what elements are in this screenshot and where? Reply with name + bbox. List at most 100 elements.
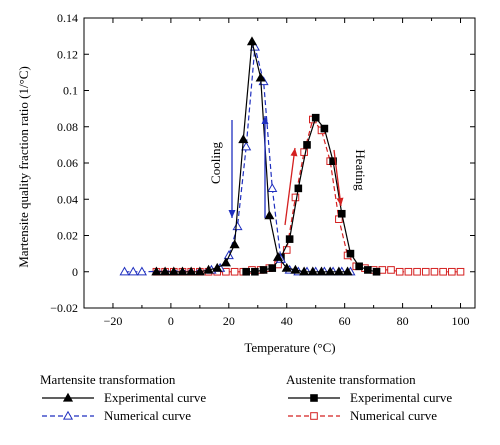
heating-arrow-down-shaft	[333, 149, 342, 207]
data-point-austenite-numerical	[456, 267, 465, 276]
cooling-arrow-down	[228, 120, 236, 218]
series-martensite-experimental	[151, 36, 353, 276]
y-axis-title: Martensite quality fraction ratio (1/°C)	[16, 66, 31, 268]
series-austenite-experimental	[242, 113, 381, 276]
heating-arrow-down	[333, 149, 344, 207]
legend: Martensite transformation Experimental c…	[40, 372, 452, 423]
legend-marker-martensite-numerical	[62, 410, 74, 420]
data-point-austenite-experimental	[346, 249, 355, 258]
data-point-martensite-experimental	[264, 210, 275, 220]
data-point-austenite-experimental	[364, 266, 372, 274]
data-point-austenite-numerical	[387, 266, 395, 274]
y-tick-label: 0.02	[57, 229, 78, 243]
data-point-austenite-numerical	[413, 267, 421, 276]
data-point-martensite-experimental	[272, 252, 284, 261]
data-point-austenite-experimental	[329, 157, 337, 165]
data-point-martensite-experimental	[151, 266, 162, 276]
x-axis-title: Temperature (°C)	[244, 340, 335, 355]
data-point-martensite-experimental	[168, 266, 179, 276]
x-tick-label: 20	[223, 314, 235, 328]
data-point-martensite-experimental	[186, 266, 197, 276]
data-point-austenite-experimental	[303, 141, 311, 149]
data-point-austenite-experimental	[372, 267, 381, 276]
data-point-martensite-experimental	[333, 266, 344, 276]
data-point-austenite-experimental	[242, 267, 250, 276]
plot-area: −20 0 20 40 60 80 100 −0.02 0 0.02 0.04 0.06 0.08 0.1…	[50, 11, 476, 328]
data-point-martensite-experimental	[203, 264, 214, 274]
y-tick-label: −0.02	[50, 301, 78, 315]
data-point-martensite-numerical	[241, 141, 252, 151]
data-point-martensite-experimental	[177, 266, 188, 276]
heating-arrow-down-head	[336, 197, 344, 206]
legend-group-title-austenite: Austenite transformation	[286, 372, 416, 387]
data-point-martensite-experimental	[255, 72, 266, 82]
series-line-martensite-numerical	[124, 46, 351, 273]
data-point-austenite-numerical	[395, 267, 404, 276]
y-tick-label: 0.14	[57, 11, 78, 25]
heating-arrow-up-head	[290, 148, 298, 157]
data-point-austenite-experimental	[355, 262, 363, 271]
data-point-martensite-numerical	[223, 250, 234, 260]
data-point-austenite-experimental	[285, 235, 294, 243]
x-tick-label: 80	[397, 314, 409, 328]
data-point-austenite-numerical	[291, 193, 300, 202]
data-point-martensite-numerical	[232, 221, 243, 231]
legend-label-austenite-experimental: Experimental curve	[350, 390, 452, 405]
series-layer	[119, 36, 465, 276]
data-point-austenite-experimental	[251, 267, 259, 276]
data-point-austenite-numerical	[448, 267, 456, 276]
data-point-martensite-experimental	[246, 36, 258, 46]
data-point-martensite-experimental	[307, 266, 318, 276]
cooling-arrow-up-head	[261, 116, 269, 124]
data-point-austenite-experimental	[294, 184, 303, 193]
series-martensite-numerical	[119, 41, 356, 276]
data-point-austenite-numerical	[230, 267, 239, 276]
y-tick-label: 0.1	[63, 84, 78, 98]
y-tick-label: 0.08	[57, 120, 78, 134]
heating-arrow-up	[284, 147, 298, 226]
legend-marker-martensite-experimental	[62, 392, 74, 402]
y-tick-label: 0.12	[57, 47, 78, 61]
legend-group-title-martensite: Martensite transformation	[40, 372, 176, 387]
data-point-austenite-experimental	[259, 266, 268, 274]
data-point-austenite-experimental	[311, 113, 320, 122]
data-point-austenite-numerical	[404, 267, 413, 276]
y-tick-label: 0	[72, 265, 78, 279]
heating-arrow-up-shaft	[284, 147, 296, 226]
data-point-austenite-numerical	[439, 267, 447, 276]
data-point-martensite-experimental	[229, 239, 240, 249]
x-tick-label: 100	[452, 314, 470, 328]
annotation-layer: Cooling Heating	[208, 116, 368, 226]
data-point-martensite-experimental	[220, 257, 231, 267]
data-point-martensite-experimental	[281, 262, 292, 272]
data-point-martensite-experimental	[290, 264, 301, 274]
data-point-martensite-experimental	[316, 266, 327, 276]
legend-label-martensite-experimental: Experimental curve	[104, 390, 206, 405]
data-point-martensite-experimental	[194, 266, 205, 276]
x-tick-label: 0	[168, 314, 174, 328]
data-point-martensite-numerical	[267, 183, 278, 193]
data-point-martensite-experimental	[342, 266, 353, 276]
legend-label-martensite-numerical: Numerical curve	[104, 408, 191, 423]
legend-marker-austenite-experimental	[310, 394, 318, 402]
data-point-martensite-experimental	[325, 266, 336, 276]
series-line-austenite-experimental	[246, 116, 377, 273]
cooling-arrow-down-head	[228, 210, 236, 218]
heating-label: Heating	[353, 149, 368, 191]
legend-marker-austenite-numerical	[310, 412, 318, 420]
data-point-martensite-experimental	[160, 266, 171, 276]
data-point-austenite-numerical	[421, 267, 430, 276]
data-point-austenite-experimental	[268, 264, 277, 272]
legend-label-austenite-numerical: Numerical curve	[350, 408, 437, 423]
data-point-austenite-numerical	[282, 246, 291, 254]
data-point-austenite-numerical	[300, 148, 308, 156]
x-tick-label: 40	[281, 314, 293, 328]
cooling-label: Cooling	[208, 142, 223, 184]
data-point-martensite-numerical	[136, 266, 147, 276]
data-point-austenite-experimental	[337, 209, 346, 218]
x-tick-label: −20	[104, 314, 123, 328]
data-point-martensite-numerical	[119, 266, 130, 276]
data-point-martensite-experimental	[299, 266, 310, 276]
y-tick-label: 0.06	[57, 156, 78, 170]
